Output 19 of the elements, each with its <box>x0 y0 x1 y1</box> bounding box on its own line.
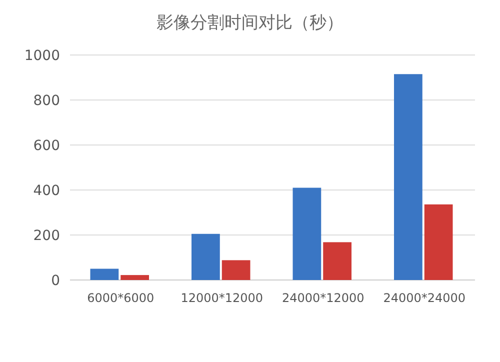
bar <box>394 74 422 280</box>
bar <box>192 234 220 280</box>
bar <box>90 268 119 280</box>
chart-title: 影像分割时间对比（秒） <box>156 13 344 33</box>
y-tick-label: 0 <box>51 273 60 289</box>
x-tick-label: 12000*12000 <box>180 291 264 305</box>
bar <box>222 260 250 280</box>
y-tick-label: 1000 <box>24 48 60 64</box>
x-tick-label: 24000*24000 <box>383 291 466 305</box>
y-tick-label: 800 <box>33 93 60 109</box>
bar <box>424 204 453 280</box>
bar <box>120 275 149 280</box>
bar <box>292 188 322 280</box>
y-tick-label: 600 <box>33 138 60 154</box>
y-tick-label: 200 <box>33 228 60 244</box>
x-tick-label: 6000*6000 <box>87 291 154 305</box>
bar <box>323 242 352 280</box>
x-tick-label: 24000*12000 <box>282 291 364 305</box>
y-tick-label: 400 <box>33 183 60 199</box>
